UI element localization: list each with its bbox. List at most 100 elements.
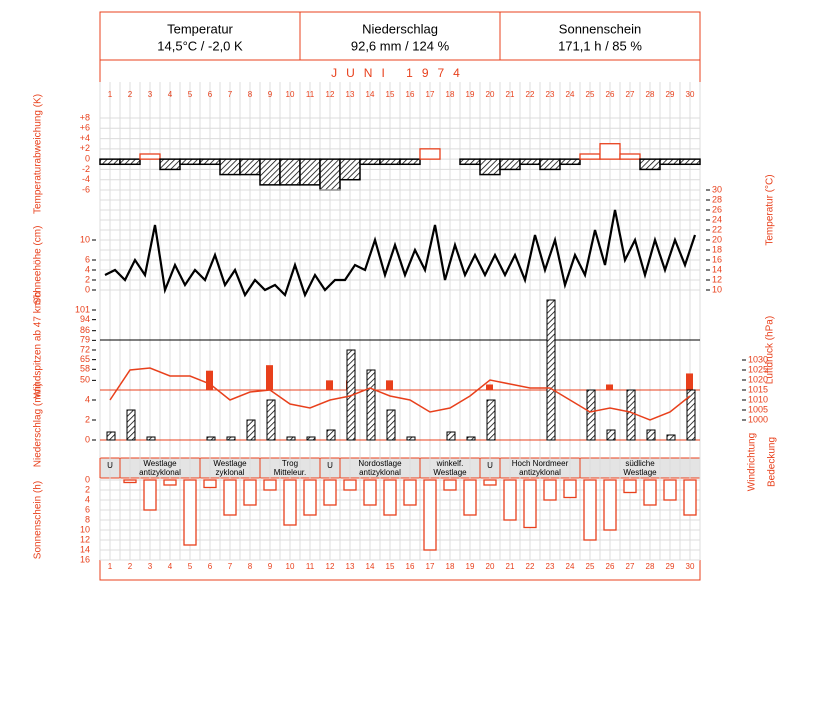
day-label: 14 [366, 90, 375, 99]
tick-label: 2 [85, 414, 90, 424]
temperature-line [104, 209, 697, 298]
weather-type: Hoch Nordmeer [512, 459, 569, 468]
axis-label: Sonnenschein (h) [33, 481, 44, 559]
day-label: 5 [188, 90, 193, 99]
precip-bar [106, 431, 116, 441]
bar [119, 158, 141, 166]
day-label: 6 [208, 562, 213, 571]
weather-type: U [487, 461, 493, 470]
day-label: 26 [606, 562, 615, 571]
day-label: 9 [268, 562, 273, 571]
bar [539, 158, 561, 171]
tick-label: 58 [80, 364, 90, 374]
day-label: 30 [686, 90, 695, 99]
bar [623, 479, 637, 494]
tick-label: 2 [85, 484, 90, 494]
day-label: 8 [248, 90, 253, 99]
day-label: 20 [486, 90, 495, 99]
precip-bar [146, 436, 156, 441]
day-label: 6 [208, 90, 213, 99]
bar [323, 479, 337, 506]
tick-label: 20 [712, 234, 722, 244]
day-label: 10 [286, 562, 295, 571]
bar [599, 143, 621, 160]
tick-label: 94 [80, 314, 90, 324]
axis-label: Bedeckung [767, 437, 778, 487]
tick-label: 72 [80, 344, 90, 354]
day-label: 11 [306, 90, 315, 99]
tick-label: 0 [85, 434, 90, 444]
day-label: 18 [446, 90, 455, 99]
bar [479, 158, 501, 176]
bar [559, 158, 581, 166]
day-label: 2 [128, 90, 133, 99]
day-label: 8 [248, 562, 253, 571]
bar [679, 158, 701, 166]
bar [239, 158, 261, 176]
tick-label: 0 [85, 474, 90, 484]
day-label: 28 [646, 562, 655, 571]
wind-bar [486, 384, 493, 390]
precip-bar [126, 409, 136, 441]
header-title: Niederschlag [362, 21, 438, 36]
wind-bar [386, 380, 393, 390]
bar [259, 158, 281, 186]
tick-label: 10 [712, 284, 722, 294]
precip-bar [206, 436, 216, 441]
day-label: 27 [626, 562, 635, 571]
bar [459, 158, 481, 166]
header-value: 14,5°C / -2,0 K [157, 38, 243, 53]
month-title: JUNI 1974 [331, 66, 469, 80]
bar [443, 479, 457, 491]
weather-type: Nordostlage [358, 459, 402, 468]
tick-label: -4 [82, 174, 90, 184]
day-label: 16 [406, 90, 415, 99]
bar [543, 479, 557, 501]
weather-type: antizyklonal [359, 468, 401, 477]
precip-bar [586, 389, 596, 441]
tick-label: 101 [75, 304, 90, 314]
day-label: 12 [326, 90, 335, 99]
bar [303, 479, 317, 516]
tick-label: 1015 [748, 384, 768, 394]
bar [383, 479, 397, 516]
bar [659, 158, 681, 166]
tick-label: 50 [80, 375, 90, 385]
bar [399, 158, 421, 166]
day-label: 22 [526, 562, 535, 571]
precip-bar [226, 436, 236, 441]
precip-bar [366, 369, 376, 441]
tick-label: 10 [80, 524, 90, 534]
bar [663, 479, 677, 501]
day-label: 13 [346, 90, 355, 99]
day-label: 23 [546, 90, 555, 99]
day-label: 1 [108, 562, 113, 571]
precip-bar [486, 399, 496, 441]
precip-bar [626, 389, 636, 441]
bar [639, 158, 661, 171]
precip-bar [306, 436, 316, 441]
tick-label: 6 [85, 504, 90, 514]
day-label: 25 [586, 90, 595, 99]
tick-label: +6 [80, 123, 90, 133]
bar [339, 158, 361, 181]
weather-type: Westlage [143, 459, 177, 468]
day-label: 12 [326, 562, 335, 571]
bar [143, 479, 157, 511]
header-value: 171,1 h / 85 % [558, 38, 642, 53]
bar [499, 158, 521, 171]
weather-type: Westlage [213, 459, 247, 468]
day-label: 16 [406, 562, 415, 571]
tick-label: +8 [80, 112, 90, 122]
weather-type: U [327, 461, 333, 470]
tick-label: 1000 [748, 414, 768, 424]
day-label: 15 [386, 562, 395, 571]
bar [519, 158, 541, 166]
bar [163, 479, 177, 486]
bar [363, 479, 377, 506]
precip-bar [406, 436, 416, 441]
day-label: 26 [606, 90, 615, 99]
bar [643, 479, 657, 506]
tick-label: 30 [712, 184, 722, 194]
day-label: 10 [286, 90, 295, 99]
